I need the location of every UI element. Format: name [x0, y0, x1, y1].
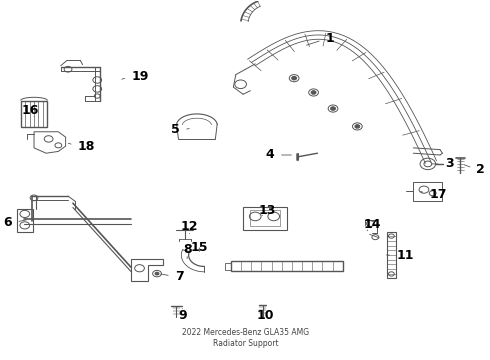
Text: 9: 9: [178, 309, 187, 322]
Bar: [225, 263, 231, 270]
Text: 16: 16: [22, 104, 39, 117]
Text: 17: 17: [429, 188, 447, 201]
Text: 8: 8: [183, 243, 192, 256]
Text: 7: 7: [175, 270, 184, 283]
Bar: [243, 207, 287, 230]
Circle shape: [155, 272, 159, 275]
Circle shape: [331, 107, 336, 111]
Text: 11: 11: [396, 248, 414, 261]
Text: 18: 18: [78, 140, 95, 153]
Bar: [413, 181, 442, 201]
Text: 14: 14: [363, 218, 381, 231]
Bar: [21, 100, 48, 127]
Text: 19: 19: [131, 70, 148, 83]
Text: 6: 6: [3, 216, 12, 229]
Circle shape: [292, 76, 296, 80]
Text: 4: 4: [266, 148, 275, 162]
Text: 5: 5: [171, 123, 180, 136]
Text: 3: 3: [445, 157, 453, 170]
Text: 1: 1: [326, 32, 335, 45]
Bar: [231, 261, 343, 271]
Text: 2022 Mercedes-Benz GLA35 AMG
Radiator Support: 2022 Mercedes-Benz GLA35 AMG Radiator Su…: [182, 328, 309, 348]
Circle shape: [311, 91, 316, 94]
Bar: [250, 210, 280, 226]
Bar: [17, 208, 32, 232]
Text: 13: 13: [259, 204, 276, 217]
Bar: [387, 232, 396, 278]
Text: 2: 2: [476, 163, 485, 176]
Circle shape: [355, 125, 360, 128]
Text: 12: 12: [181, 220, 198, 233]
Text: 10: 10: [256, 309, 274, 322]
Text: 15: 15: [191, 241, 208, 255]
